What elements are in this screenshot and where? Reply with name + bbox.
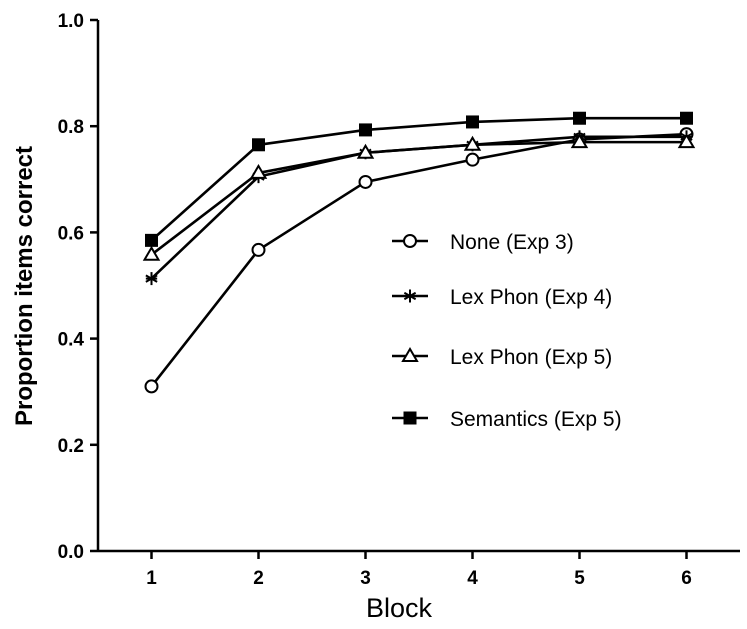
y-axis-title: Proportion items correct bbox=[11, 146, 38, 426]
series-markers-4 bbox=[145, 111, 693, 247]
legend: None (Exp 3) Lex Phon (Exp 4) Lex Phon (Ex… bbox=[392, 231, 622, 431]
series-line bbox=[150, 116, 687, 242]
data-point bbox=[356, 143, 375, 159]
legend-marker bbox=[403, 234, 417, 248]
x-tick-label: 4 bbox=[467, 568, 478, 589]
data-point bbox=[677, 133, 696, 149]
series-line bbox=[150, 135, 687, 280]
data-point bbox=[358, 174, 373, 189]
axes: 0.0 0.2 0.4 0.6 0.8 1.0 1 2 3 4 5 6 bbox=[58, 11, 740, 589]
data-point bbox=[570, 133, 589, 149]
data-point bbox=[465, 152, 480, 167]
data-point bbox=[142, 245, 161, 261]
y-tick-label: 0.0 bbox=[58, 542, 84, 563]
x-tick-label: 2 bbox=[253, 568, 264, 589]
data-point bbox=[252, 138, 265, 152]
x-tick-label: 6 bbox=[681, 568, 692, 589]
data-point bbox=[359, 123, 372, 137]
y-tick-label: 0.2 bbox=[58, 436, 84, 457]
series-layer bbox=[142, 111, 696, 394]
data-point bbox=[463, 135, 482, 151]
legend-entry: None (Exp 3) bbox=[392, 231, 574, 254]
legend-marker bbox=[401, 347, 419, 362]
y-tick-label: 0.4 bbox=[58, 330, 85, 351]
x-tick-label: 5 bbox=[574, 568, 585, 589]
series-2 bbox=[150, 135, 687, 280]
data-point bbox=[573, 111, 586, 125]
legend-entry: Lex Phon (Exp 4) bbox=[392, 286, 612, 309]
series-line bbox=[150, 140, 687, 256]
x-tick-label: 1 bbox=[146, 568, 157, 589]
series-line bbox=[150, 132, 687, 388]
y-tick-label: 0.6 bbox=[58, 223, 84, 244]
legend-marker bbox=[403, 411, 417, 425]
legend-label: Semantics (Exp 5) bbox=[450, 408, 622, 431]
series-markers-2 bbox=[145, 130, 693, 286]
x-axis-title: Block bbox=[366, 593, 433, 623]
data-point bbox=[145, 233, 158, 247]
x-tick-label: 3 bbox=[360, 568, 371, 589]
data-point bbox=[144, 379, 159, 394]
legend-label: Lex Phon (Exp 4) bbox=[450, 286, 612, 309]
data-point bbox=[249, 163, 268, 179]
series-3 bbox=[150, 140, 687, 256]
legend-marker bbox=[403, 289, 417, 303]
series-4 bbox=[150, 116, 687, 242]
legend-label: None (Exp 3) bbox=[450, 231, 574, 254]
legend-entry: Semantics (Exp 5) bbox=[392, 408, 622, 431]
data-point bbox=[251, 242, 266, 257]
data-point bbox=[466, 115, 479, 129]
series-markers-3 bbox=[142, 133, 696, 261]
y-tick-label: 0.8 bbox=[58, 117, 84, 138]
data-point bbox=[145, 272, 158, 286]
y-tick-label: 1.0 bbox=[58, 11, 84, 32]
data-point bbox=[680, 111, 693, 125]
legend-label: Lex Phon (Exp 5) bbox=[450, 346, 612, 369]
legend-entry: Lex Phon (Exp 5) bbox=[392, 346, 612, 369]
series-1 bbox=[150, 132, 687, 388]
